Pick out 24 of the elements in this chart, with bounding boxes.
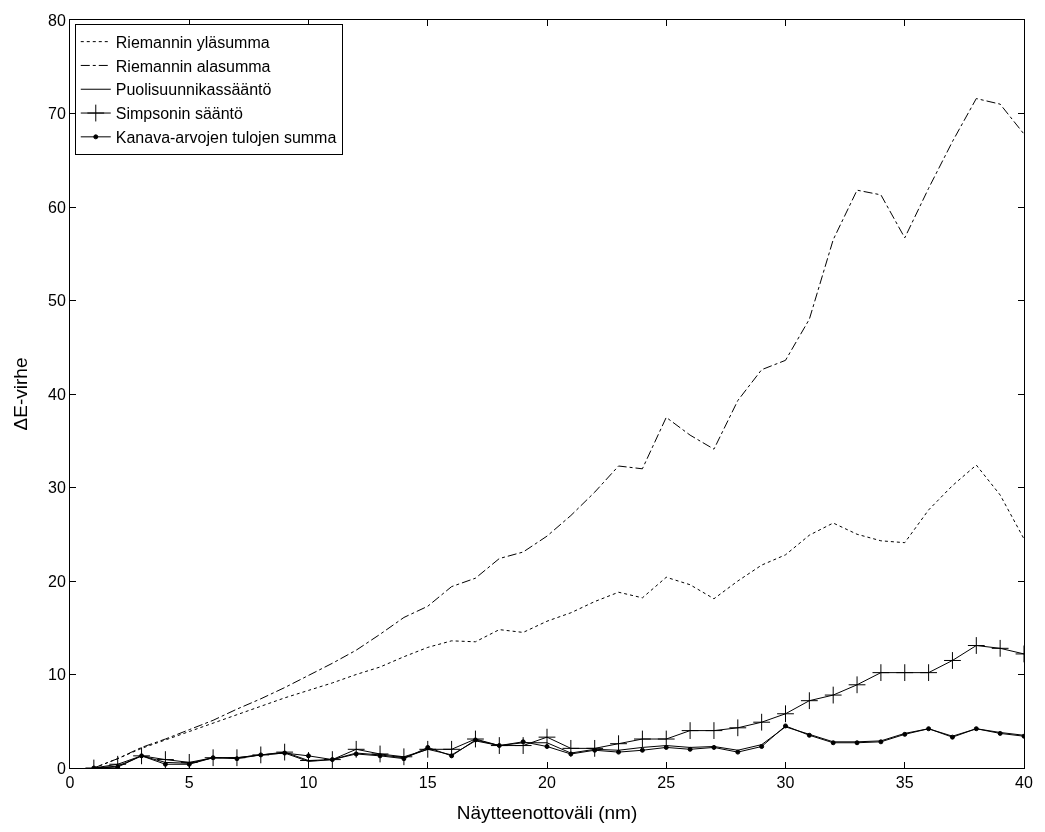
y-tick-label: 80 [48,11,66,29]
x-tick-label: 35 [895,774,914,792]
legend-label: Kanava-arvojen tulojen summa [115,129,337,147]
y-axis-title: ΔE-virhe [9,357,31,431]
legend-label: Puolisuunnikassääntö [115,81,272,99]
x-tick-label: 30 [776,774,795,792]
y-tick-label: 0 [56,759,66,777]
legend-label: Simpsonin sääntö [115,105,244,123]
y-tick-label: 30 [48,479,66,497]
x-tick-label: 25 [657,774,676,792]
x-tick-label: 40 [1015,774,1033,792]
y-tick-label: 70 [48,105,66,123]
x-axis-title: Näytteenottoväli (nm) [456,802,638,823]
y-tick-label: 10 [48,666,66,684]
x-tick-label: 15 [418,774,437,792]
y-tick-label: 20 [48,572,66,590]
y-tick-label: 60 [48,198,66,216]
x-tick-label: 20 [538,774,556,792]
legend-label: Riemannin alasumma [115,57,271,75]
x-tick-label: 5 [184,774,194,792]
x-tick-label: 10 [299,774,318,792]
y-tick-label: 50 [48,292,66,310]
y-tick-label: 40 [48,385,66,403]
legend-label: Riemannin yläsumma [115,33,270,51]
